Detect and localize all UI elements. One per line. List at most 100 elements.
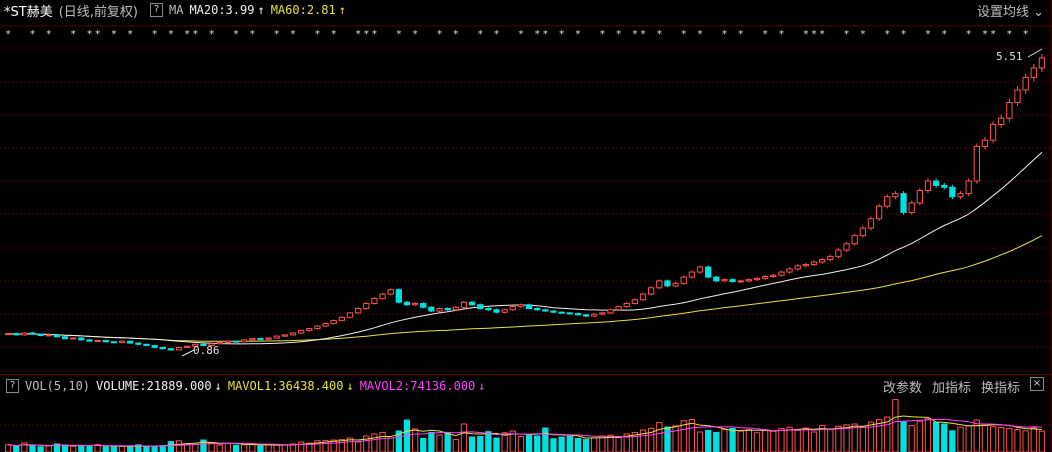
candlestick[interactable]	[941, 182, 948, 190]
volume-bar[interactable]	[4, 444, 12, 452]
volume-bar[interactable]	[534, 435, 541, 452]
event-marker[interactable]: *	[721, 29, 727, 40]
event-marker[interactable]: *	[70, 29, 76, 40]
event-marker[interactable]: *	[860, 29, 866, 40]
volume-bar[interactable]	[729, 427, 736, 452]
volume-bar[interactable]	[949, 430, 956, 452]
volume-bar[interactable]	[835, 425, 842, 452]
candlestick[interactable]	[680, 275, 687, 285]
candlestick[interactable]	[70, 337, 77, 340]
candlestick[interactable]	[973, 143, 980, 184]
candlestick[interactable]	[566, 311, 573, 315]
volume-bar[interactable]	[517, 435, 525, 452]
volume-bar[interactable]	[957, 426, 964, 452]
candlestick[interactable]	[835, 248, 842, 259]
volume-bar[interactable]	[444, 432, 451, 452]
event-marker[interactable]: *	[1006, 29, 1012, 40]
candlestick[interactable]	[477, 303, 484, 310]
volume-bar[interactable]	[127, 445, 134, 452]
help-icon[interactable]: ?	[149, 3, 163, 17]
volume-bar[interactable]	[460, 423, 468, 452]
volume-bar[interactable]	[232, 444, 240, 452]
candlestick[interactable]	[916, 187, 923, 206]
volume-bar[interactable]	[786, 426, 793, 452]
settings-ma-button[interactable]: 设置均线 ⌄	[977, 1, 1044, 20]
candlestick[interactable]	[786, 267, 793, 274]
change-params-button[interactable]: 改参数	[882, 380, 922, 396]
candlestick[interactable]	[61, 335, 69, 340]
event-marker[interactable]: *	[111, 29, 117, 40]
event-marker[interactable]: *	[371, 29, 377, 40]
candlestick[interactable]	[127, 340, 134, 344]
volume-bar[interactable]	[924, 418, 932, 452]
candlestick[interactable]	[932, 178, 940, 189]
volume-bar[interactable]	[875, 419, 883, 452]
event-marker[interactable]: *	[363, 29, 369, 40]
candlestick[interactable]	[322, 322, 329, 328]
candlestick[interactable]	[493, 308, 500, 314]
event-marker[interactable]: *	[738, 29, 744, 40]
chevron-down-icon[interactable]: ⌄	[1033, 4, 1044, 20]
candlestick[interactable]	[827, 254, 834, 262]
candlestick[interactable]	[306, 327, 313, 332]
candlestick[interactable]	[192, 343, 199, 347]
candlestick[interactable]	[656, 279, 663, 290]
candlestick[interactable]	[802, 262, 809, 268]
event-marker[interactable]: *	[990, 29, 996, 40]
candlestick[interactable]	[460, 301, 468, 309]
candlestick[interactable]	[411, 302, 419, 306]
candlestick[interactable]	[1014, 86, 1021, 107]
volume-bar[interactable]	[623, 433, 630, 452]
candlestick[interactable]	[346, 311, 354, 319]
candlestick[interactable]	[631, 298, 639, 305]
candlestick[interactable]	[224, 340, 232, 344]
volume-bar[interactable]	[721, 429, 728, 452]
volume-bar[interactable]	[1022, 430, 1029, 452]
volume-bar[interactable]	[737, 430, 744, 452]
candlestick[interactable]	[45, 334, 52, 337]
volume-bar[interactable]	[485, 431, 492, 452]
switch-indicator-button[interactable]: 换指标	[980, 380, 1020, 396]
event-marker[interactable]: *	[616, 29, 622, 40]
volume-bar[interactable]	[289, 443, 297, 452]
stock-name[interactable]: *ST赫美	[4, 4, 53, 20]
volume-bar[interactable]	[265, 444, 272, 452]
volume-bar[interactable]	[297, 441, 305, 452]
volume-bar[interactable]	[639, 429, 647, 452]
candlestick[interactable]	[273, 335, 280, 339]
volume-bar[interactable]	[53, 443, 61, 452]
candlestick[interactable]	[281, 334, 288, 337]
volume-bar[interactable]	[762, 429, 769, 452]
volume-bar[interactable]	[558, 436, 565, 452]
volume-bar[interactable]	[21, 442, 28, 452]
candlestick[interactable]	[159, 346, 166, 350]
volume-bar[interactable]	[802, 427, 809, 452]
candlestick[interactable]	[737, 279, 744, 283]
volume-bar[interactable]	[656, 421, 663, 452]
add-indicator-button[interactable]: 加指标	[931, 380, 971, 396]
candlestick[interactable]	[615, 305, 622, 311]
close-icon[interactable]: ×	[1030, 376, 1044, 391]
candlestick[interactable]	[151, 344, 158, 349]
volume-bar[interactable]	[892, 399, 899, 452]
volume-bar[interactable]	[436, 434, 443, 452]
candlestick[interactable]	[981, 137, 989, 150]
volume-bar[interactable]	[770, 430, 777, 452]
event-marker[interactable]: *	[192, 29, 198, 40]
event-marker[interactable]: *	[925, 29, 931, 40]
volume-bar[interactable]	[941, 423, 948, 452]
volume-bar[interactable]	[550, 438, 557, 452]
event-marker[interactable]: *	[168, 29, 174, 40]
volume-bar[interactable]	[664, 426, 671, 452]
settings-ma-label[interactable]: 设置均线	[976, 4, 1029, 20]
volume-bar[interactable]	[566, 435, 573, 452]
volume-bar[interactable]	[78, 445, 85, 452]
event-marker[interactable]: *	[437, 29, 443, 40]
candlestick[interactable]	[395, 288, 402, 304]
volume-bar[interactable]	[216, 444, 223, 452]
volume-bar[interactable]	[354, 441, 362, 452]
candlestick[interactable]	[387, 288, 394, 296]
candlestick[interactable]	[672, 281, 679, 288]
event-marker[interactable]: *	[46, 29, 52, 40]
volume-bar[interactable]	[1030, 427, 1037, 452]
